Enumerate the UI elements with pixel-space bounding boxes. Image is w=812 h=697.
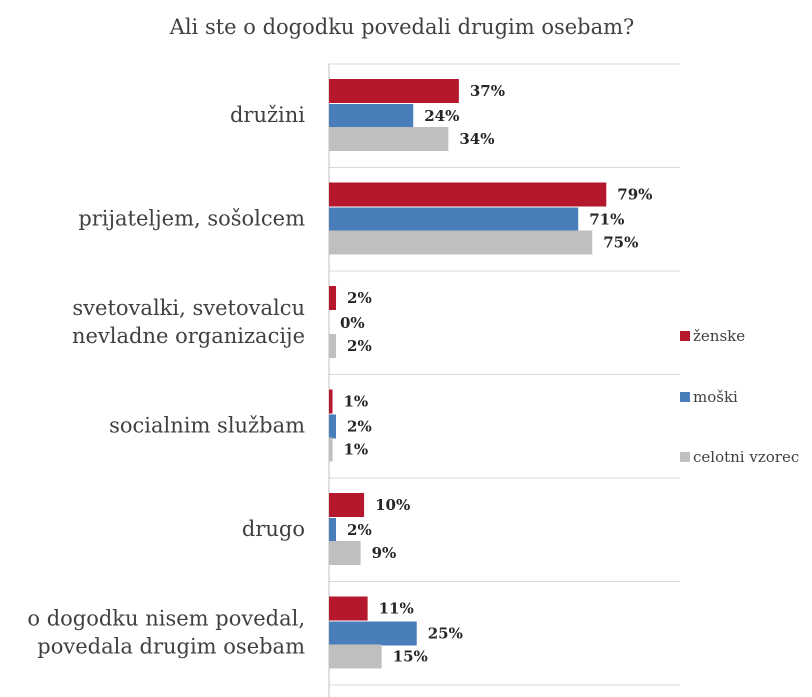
legend-swatch [680,331,690,341]
bar [329,286,337,310]
bar [329,621,417,646]
category-label: prijateljem, sošolcem [78,207,305,231]
data-label: 1% [344,393,369,411]
data-label: 11% [379,600,414,618]
category-label: nevladne organizacije [72,324,305,348]
bar [329,79,459,103]
legend: ženske moški celotni vzorec [680,327,799,466]
bar [329,541,361,565]
legend-label: ženske [693,327,745,345]
category-label: povedala drugim osebam [37,635,305,659]
data-label: 0% [340,314,365,332]
data-label: 75% [603,234,638,252]
plot-area: družini 37% 24%34% prijateljem, sošolcem 79%… [27,63,680,697]
bar [329,437,333,462]
category-label: svetovalki, svetovalcu [72,296,305,320]
data-label: 10% [375,496,410,514]
data-label: 25% [428,625,463,643]
bar [329,518,337,542]
legend-label: celotni vzorec [693,448,799,466]
bar [329,644,382,669]
data-label: 15% [393,648,428,666]
data-label: 2% [347,521,372,539]
legend-swatch [680,392,690,402]
category-label: drugo [242,517,305,541]
data-label: 2% [347,337,372,355]
legend-swatch [680,452,690,462]
data-label: 37% [470,82,505,100]
bar [329,127,449,151]
data-label: 79% [617,186,652,204]
data-label: 24% [424,107,459,125]
data-label: 2% [347,418,372,436]
bar [329,414,337,439]
bar [329,182,607,207]
data-label: 9% [372,544,397,562]
data-label: 2% [347,289,372,307]
legend-label: moški [693,388,738,406]
bar [329,230,593,255]
data-label: 1% [344,441,369,459]
bar [329,207,579,232]
bar [329,596,368,621]
data-label: 34% [459,130,494,148]
bar [329,493,365,517]
category-label: družini [230,103,305,127]
bar [329,104,414,128]
category-label: socialnim službam [109,414,305,438]
bar [329,389,333,414]
category-label: o dogodku nisem povedal, [27,607,305,631]
chart-title: Ali ste o dogodku povedali drugim osebam… [169,15,635,39]
bar [329,334,337,358]
data-label: 71% [589,211,624,229]
